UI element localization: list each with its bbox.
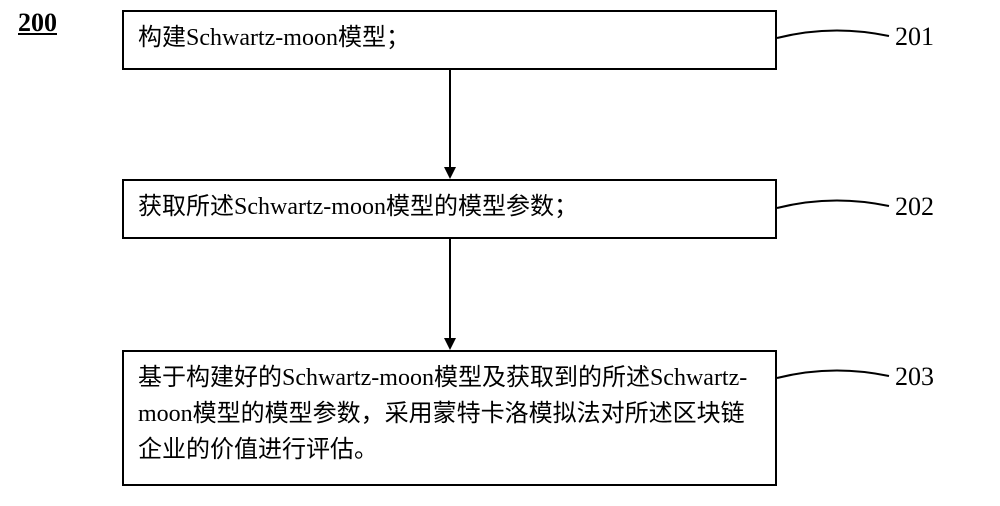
flowchart-step-3: 基于构建好的Schwartz-moon模型及获取到的所述Schwartz-moo… [122, 350, 777, 486]
flowchart-step-1: 构建Schwartz-moon模型； [122, 10, 777, 70]
callout-label-203: 203 [895, 362, 934, 392]
arrow-head-2 [444, 338, 456, 350]
flowchart-step-text: 获取所述Schwartz-moon模型的模型参数； [138, 189, 578, 225]
flowchart-step-text: 构建Schwartz-moon模型； [138, 20, 410, 56]
flowchart-step-text: 基于构建好的Schwartz-moon模型及获取到的所述Schwartz-moo… [138, 360, 761, 468]
arrow-2 [449, 239, 451, 340]
arrow-head-1 [444, 167, 456, 179]
arrow-1 [449, 70, 451, 169]
figure-number: 200 [18, 8, 57, 38]
callout-label-201: 201 [895, 22, 934, 52]
callout-label-202: 202 [895, 192, 934, 222]
flowchart-step-2: 获取所述Schwartz-moon模型的模型参数； [122, 179, 777, 239]
